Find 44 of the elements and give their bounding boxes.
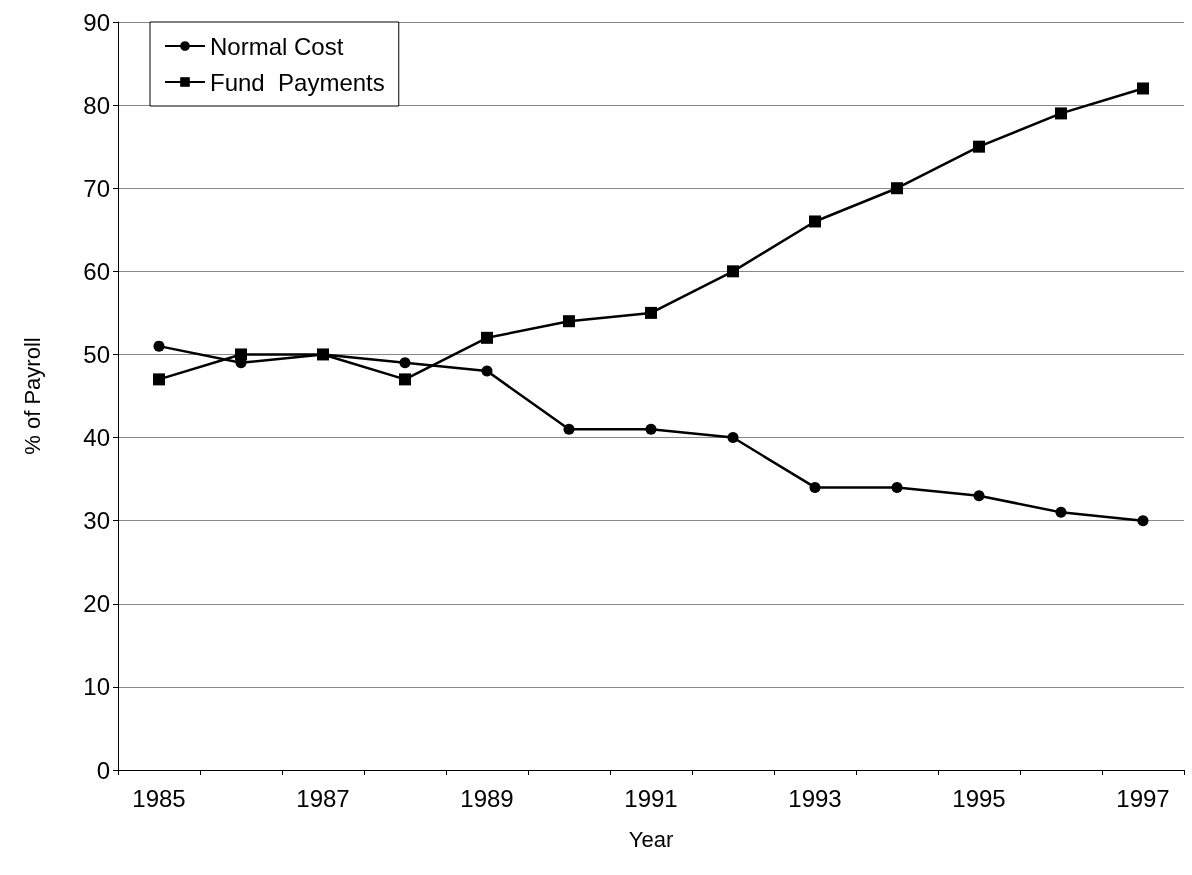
x-tick-label: 1997 (1116, 784, 1170, 812)
point (645, 306, 657, 319)
y-axis-title: % of Payroll (19, 337, 45, 455)
x-tick-label: 1991 (624, 784, 678, 812)
y-tick-label: 80 (83, 91, 110, 119)
point (1055, 506, 1067, 518)
point (973, 140, 985, 153)
legend-label: Fund Payments (210, 68, 385, 96)
point (891, 481, 903, 493)
point (891, 182, 903, 195)
point (399, 357, 411, 369)
x-tick-label: 1989 (460, 784, 514, 812)
point (235, 348, 247, 361)
x-tick-label: 1987 (296, 784, 350, 812)
point (809, 481, 821, 493)
y-tick-label: 70 (83, 174, 110, 202)
legend-label: Normal Cost (210, 32, 344, 60)
point (1137, 515, 1149, 527)
point (563, 315, 575, 328)
point (1137, 82, 1149, 95)
point (727, 265, 739, 278)
y-tick-label: 90 (83, 8, 110, 36)
point (399, 373, 411, 386)
point (153, 340, 165, 352)
x-tick-label: 1993 (788, 784, 842, 812)
y-tick-label: 0 (96, 756, 110, 784)
y-tick-label: 60 (83, 257, 110, 285)
y-tick-label: 20 (83, 590, 110, 618)
x-tick-label: 1995 (952, 784, 1006, 812)
point (153, 373, 165, 386)
point (809, 215, 821, 228)
y-tick-label: 10 (83, 673, 110, 701)
point (727, 432, 739, 444)
point (563, 423, 575, 435)
x-axis-title: Year (628, 826, 674, 852)
point (645, 423, 657, 435)
point (481, 365, 493, 377)
y-tick-label: 50 (83, 340, 110, 368)
y-tick-label: 40 (83, 424, 110, 452)
point (1055, 107, 1067, 120)
y-tick-label: 30 (83, 507, 110, 535)
x-tick-label: 1985 (132, 784, 186, 812)
point (973, 490, 985, 502)
point (481, 331, 493, 344)
